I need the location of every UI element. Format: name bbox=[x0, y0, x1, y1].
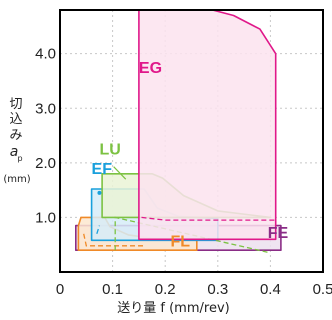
y-tick-label: 1.0 bbox=[35, 209, 56, 226]
region-eg bbox=[138, 9, 277, 241]
y-axis-label-part: み bbox=[9, 128, 22, 143]
plot-frame bbox=[59, 9, 324, 273]
x-tick-label: 0.2 bbox=[155, 281, 176, 298]
region-labels: FE FL EF LU EG bbox=[92, 60, 289, 251]
x-tick-label: 0.4 bbox=[260, 281, 281, 298]
y-tick-label: 4.0 bbox=[35, 46, 56, 63]
region-label-lu: LU bbox=[99, 142, 120, 159]
region-label-ef: EF bbox=[92, 161, 113, 178]
region-label-lu-pointer bbox=[113, 166, 127, 180]
region-fl-inner-range bbox=[83, 233, 145, 247]
y-axis-label-part: (mm) bbox=[3, 174, 30, 185]
x-tick-label: 0.5 bbox=[313, 281, 332, 298]
region-areas bbox=[75, 9, 282, 254]
y-axis-label-part: 切 bbox=[9, 97, 22, 112]
x-tick-label: 0 bbox=[56, 281, 64, 298]
tick-labels: 0 0.1 0.2 0.3 0.4 0.5 1.0 2.0 3.0 4.0 bbox=[35, 46, 332, 298]
x-tick-label: 0.3 bbox=[207, 281, 228, 298]
region-label-fe: FE bbox=[268, 225, 289, 242]
y-axis-label-part: p bbox=[17, 154, 22, 163]
y-axis-label-part: 込 bbox=[9, 112, 22, 127]
x-tick-label: 0.1 bbox=[102, 281, 123, 298]
y-axis-label-part: a bbox=[10, 144, 19, 160]
y-tick-label: 3.0 bbox=[35, 100, 56, 117]
x-axis-label: 送り量 f (mm/rev) bbox=[117, 301, 229, 316]
region-label-eg: EG bbox=[139, 60, 162, 77]
region-eg-inner-range bbox=[141, 216, 276, 221]
y-tick-label: 2.0 bbox=[35, 155, 56, 172]
region-ef-inner-range bbox=[96, 225, 101, 234]
region-label-fl: FL bbox=[170, 233, 190, 250]
region-label-ef-pointer bbox=[97, 190, 102, 195]
region-lu-inner-range bbox=[114, 216, 271, 254]
